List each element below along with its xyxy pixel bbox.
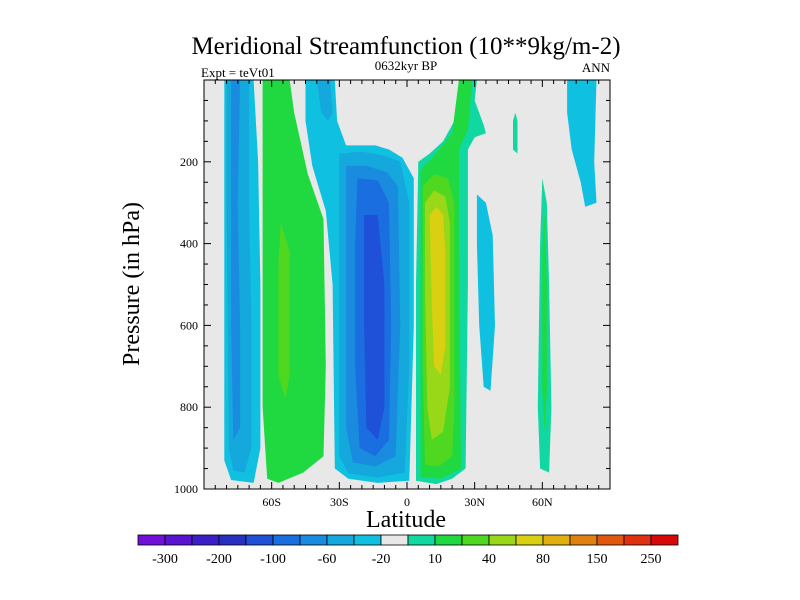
colorbar-swatch [245, 534, 274, 546]
colorbar: -300 -200 -100 -60 -20 10 40 80 150 250 [137, 534, 679, 567]
contour-band [513, 112, 518, 154]
colorbar-label: 150 [587, 552, 608, 567]
colorbar-label: -300 [152, 552, 178, 567]
y-axis-ticks: 200 400 600 800 1000 [174, 79, 610, 496]
y-axis-label: Pressure (in hPa) [119, 202, 145, 366]
experiment-label: Expt = teVt01 [201, 65, 275, 80]
colorbar-swatch [623, 534, 652, 546]
time-label: 0632kyr BP [375, 58, 437, 73]
colorbar-label: -100 [260, 552, 286, 567]
colorbar-label: 10 [428, 552, 442, 567]
contour-band [476, 194, 495, 391]
colorbar-label: 80 [536, 552, 550, 567]
colorbar-swatch [191, 534, 220, 546]
x-tick-label: 30N [464, 495, 485, 509]
colorbar-label: 40 [482, 552, 496, 567]
colorbar-label: 250 [641, 552, 662, 567]
colorbar-swatch [299, 534, 328, 546]
colorbar-swatch [164, 534, 193, 546]
colorbar-swatch [272, 534, 301, 546]
colorbar-swatch [218, 534, 247, 546]
y-tick-label: 600 [180, 318, 198, 332]
contour-fills [224, 80, 597, 485]
chart-title: Meridional Streamfunction (10**9kg/m-2) [191, 33, 620, 60]
colorbar-label: -60 [318, 552, 337, 567]
colorbar-swatch [542, 534, 571, 546]
colorbar-swatch [380, 534, 409, 546]
contour-band [364, 215, 385, 440]
contour-band [567, 80, 597, 207]
contour-band [429, 206, 446, 375]
contour-band [231, 80, 241, 440]
x-tick-label: 0 [404, 495, 410, 509]
y-tick-label: 1000 [174, 482, 198, 496]
x-tick-label: 60S [262, 495, 281, 509]
x-axis-ticks: 60S 30S 0 30N 60N [203, 80, 611, 509]
y-tick-label: 800 [180, 400, 198, 414]
colorbar-swatch [515, 534, 544, 546]
colorbar-label: -200 [206, 552, 232, 567]
x-tick-label: 30S [330, 495, 349, 509]
colorbar-swatch [650, 534, 679, 546]
y-tick-label: 200 [180, 155, 198, 169]
colorbar-swatch [596, 534, 625, 546]
colorbar-label: -20 [372, 552, 391, 567]
contour-band [278, 223, 290, 399]
colorbar-swatch [569, 534, 598, 546]
colorbar-swatch [407, 534, 436, 546]
y-tick-label: 400 [180, 237, 198, 251]
colorbar-swatch [353, 534, 382, 546]
colorbar-swatch [434, 534, 463, 546]
colorbar-swatch [488, 534, 517, 546]
contour-band [542, 210, 547, 432]
colorbar-swatch [137, 534, 166, 546]
x-tick-label: 60N [532, 495, 553, 509]
x-axis-label: Latitude [366, 507, 446, 533]
colorbar-swatch [326, 534, 355, 546]
colorbar-swatch [461, 534, 490, 546]
contour-band [262, 80, 326, 483]
season-label: ANN [582, 60, 611, 75]
contour-band [316, 80, 333, 121]
